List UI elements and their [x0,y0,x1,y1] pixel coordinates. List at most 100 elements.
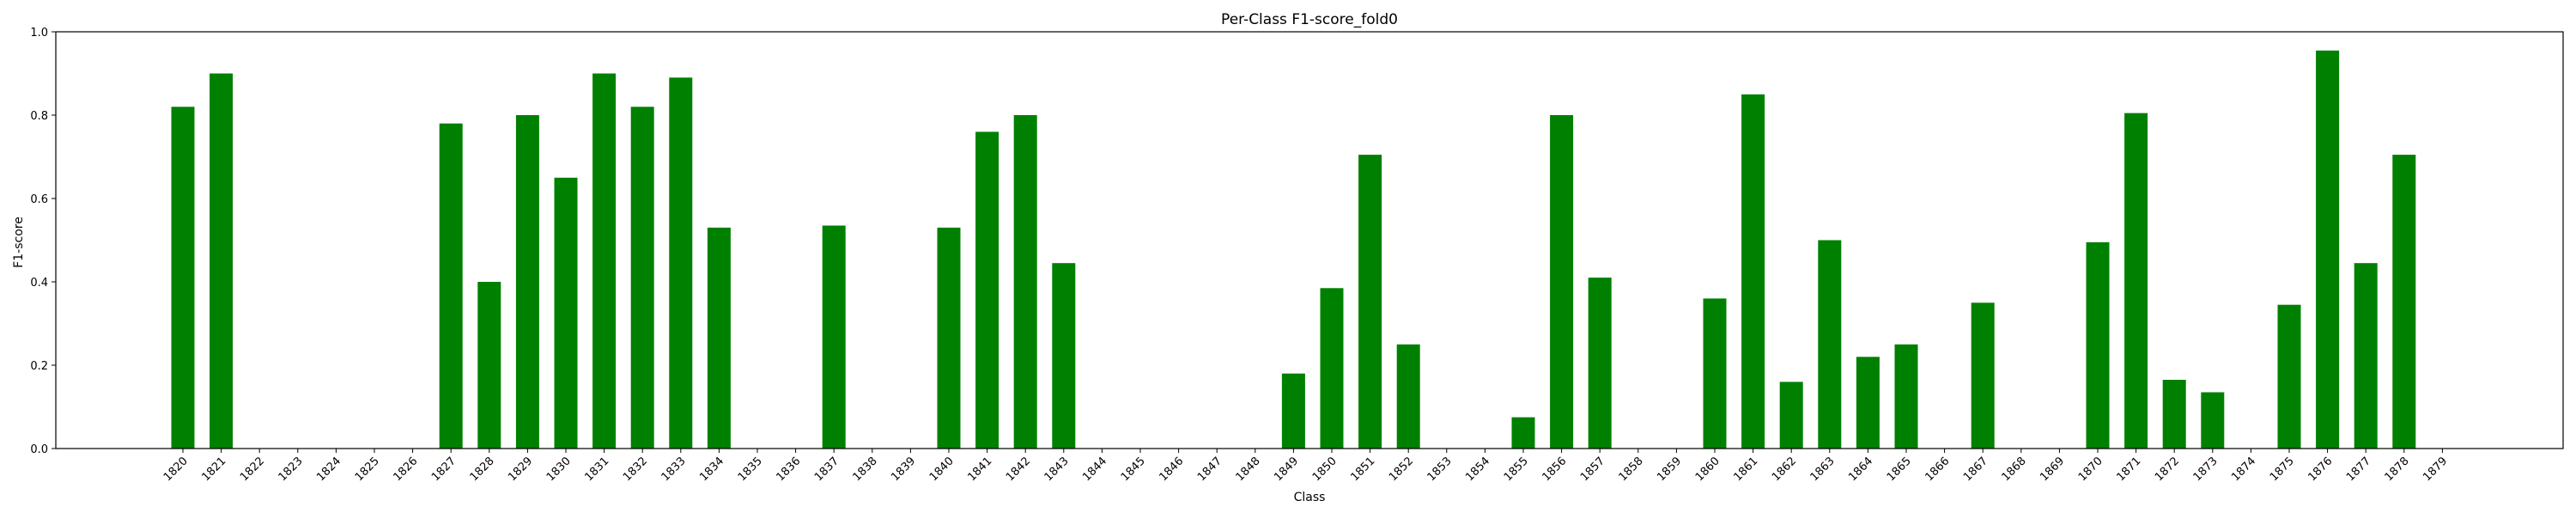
bar-1855 [1511,417,1535,449]
bar-1862 [1779,382,1803,449]
bar-1865 [1894,344,1918,449]
bar-1837 [822,225,846,449]
x-tick-label: 1856 [1540,455,1569,484]
bar-1832 [630,107,654,449]
x-tick-label: 1867 [1961,455,1990,484]
x-tick-label: 1859 [1655,455,1684,484]
x-tick-label: 1827 [429,455,459,484]
bar-1878 [2392,155,2416,449]
x-tick-label: 1860 [1693,455,1722,484]
x-tick-label: 1879 [2421,455,2450,484]
x-tick-label: 1872 [2153,455,2182,484]
bar-1850 [1320,288,1344,449]
bar-1864 [1856,357,1880,449]
x-tick-label: 1845 [1119,455,1148,484]
x-tick-label: 1846 [1157,455,1186,484]
x-tick-label: 1829 [506,455,535,484]
x-tick-label: 1844 [1080,455,1109,484]
bar-1876 [2316,50,2340,449]
x-tick-label: 1824 [314,455,343,484]
bar-1871 [2124,113,2148,449]
x-tick-label: 1874 [2229,455,2258,484]
x-tick-label: 1835 [736,455,765,484]
x-tick-label: 1840 [927,455,957,484]
x-tick-label: 1834 [697,455,726,484]
bar-1843 [1052,263,1076,449]
x-tick-label: 1839 [889,455,918,484]
x-tick-label: 1876 [2306,455,2335,484]
x-tick-label: 1843 [1042,455,1072,484]
bar-1875 [2277,304,2301,449]
bar-1873 [2201,392,2225,449]
x-tick-label: 1864 [1846,455,1875,484]
bar-1867 [1971,302,1995,449]
x-tick-label: 1871 [2114,455,2143,484]
bar-1852 [1396,344,1420,449]
x-tick-label: 1857 [1578,455,1607,484]
x-tick-label: 1826 [391,455,420,484]
y-tick-label: 0.0 [30,443,48,456]
x-tick-label: 1830 [544,455,574,484]
x-tick-label: 1828 [468,455,497,484]
bar-1857 [1588,278,1612,449]
x-tick-label: 1837 [812,455,841,484]
x-tick-label: 1855 [1502,455,1531,484]
x-tick-label: 1870 [2076,455,2105,484]
y-tick-label: 1.0 [30,27,48,40]
bar-1820 [171,107,195,449]
x-tick-label: 1842 [1004,455,1033,484]
bar-1840 [937,227,961,449]
bar-1861 [1741,94,1765,449]
x-tick-label: 1866 [1923,455,1952,484]
x-tick-label: 1849 [1272,455,1301,484]
x-tick-label: 1832 [621,455,650,484]
x-tick-label: 1865 [1885,455,1914,484]
x-tick-label: 1868 [2000,455,2029,484]
x-tick-label: 1821 [199,455,228,484]
bar-1856 [1550,115,1574,449]
bar-1841 [975,131,999,449]
plot-area-frame [55,31,2564,449]
x-tick-label: 1838 [851,455,880,484]
x-axis-label: Class [1294,491,1326,504]
x-tick-label: 1852 [1387,455,1416,484]
x-tick-label: 1862 [1770,455,1799,484]
bar-1849 [1281,373,1305,449]
y-axis-label: F1-score [12,217,26,268]
x-tick-label: 1836 [774,455,803,484]
y-tick-label: 0.6 [30,193,48,206]
x-tick-label: 1878 [2383,455,2412,484]
x-tick-label: 1848 [1234,455,1263,484]
x-tick-label: 1853 [1425,455,1455,484]
x-tick-label: 1822 [238,455,267,484]
bars-group [171,50,2416,449]
x-tick-label: 1854 [1463,455,1492,484]
bar-1863 [1818,240,1842,449]
bar-1828 [477,282,501,449]
bar-1872 [2162,380,2186,449]
x-tick-label: 1847 [1195,455,1224,484]
x-tick-label: 1863 [1808,455,1838,484]
x-tick-label: 1875 [2268,455,2297,484]
bar-1834 [707,227,731,449]
x-tick-label: 1869 [2038,455,2067,484]
bar-1877 [2354,263,2378,449]
y-tick-label: 0.2 [30,360,48,373]
x-tick-label: 1820 [161,455,191,484]
bar-1833 [669,77,693,449]
bar-1842 [1013,115,1037,449]
x-tick-label: 1858 [1617,455,1646,484]
x-tick-label: 1877 [2344,455,2373,484]
x-tick-label: 1833 [659,455,689,484]
bar-1821 [210,73,234,449]
y-tick-label: 0.8 [30,110,48,123]
bar-1860 [1703,298,1727,449]
x-tick-label: 1823 [276,455,306,484]
x-tick-label: 1831 [582,455,611,484]
bar-1870 [2086,241,2110,449]
chart-title: Per-Class F1-score_fold0 [1221,11,1398,28]
x-tick-label: 1873 [2191,455,2221,484]
y-axis: 0.0 0.2 0.4 0.6 0.8 1.0 [30,27,56,456]
